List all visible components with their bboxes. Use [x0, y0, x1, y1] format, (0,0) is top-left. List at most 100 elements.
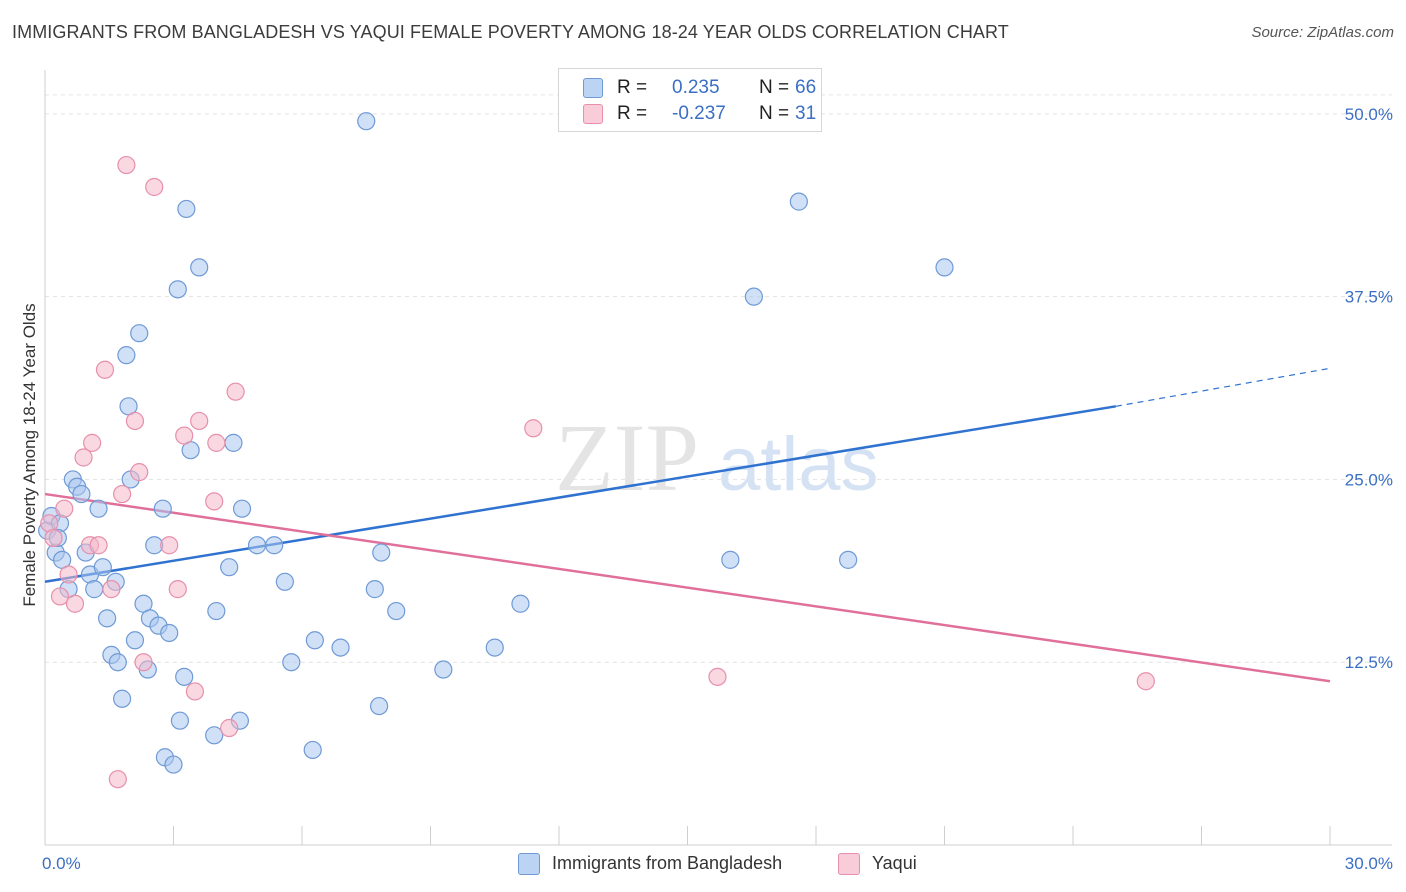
data-point [226, 382, 245, 401]
data-point [511, 594, 530, 613]
legend-label-yaqui: Yaqui [872, 853, 917, 873]
data-point [50, 587, 70, 606]
data-point [524, 419, 543, 438]
data-point [112, 689, 132, 708]
data-point [55, 499, 74, 518]
source-credit: Source: ZipAtlas.com [1251, 24, 1394, 41]
data-point [185, 682, 205, 701]
data-point [387, 601, 406, 621]
data-point [93, 558, 112, 577]
data-point [1136, 672, 1155, 691]
data-point [370, 696, 389, 716]
data-point [282, 653, 301, 672]
data-point [721, 550, 740, 569]
data-point [85, 580, 104, 599]
data-point [205, 492, 224, 511]
y-tick-label: 50.0% [1345, 105, 1393, 124]
data-point [789, 192, 808, 211]
data-point [130, 324, 149, 343]
data-point [305, 631, 324, 650]
data-point [108, 653, 127, 672]
trend-line [44, 405, 1117, 584]
r-label: R = [617, 103, 648, 124]
data-point [207, 433, 226, 452]
trend-lines [44, 367, 1331, 683]
n-value: 66 [795, 77, 817, 98]
axes [44, 70, 1392, 846]
data-point [190, 258, 209, 277]
data-point [168, 580, 187, 599]
data-point [708, 667, 727, 686]
legend-swatch-bangladesh [518, 853, 540, 875]
data-point [175, 426, 194, 445]
watermark-atlas: atlas [718, 422, 879, 507]
trend-line [44, 492, 1331, 683]
data-point [95, 360, 115, 379]
y-tick-label: 12.5% [1345, 653, 1393, 672]
data-point [89, 536, 108, 555]
legend-swatch-yaqui [583, 104, 603, 124]
y-tick-label: 37.5% [1345, 288, 1393, 307]
data-point [220, 558, 239, 577]
data-point [44, 528, 63, 548]
data-point [357, 112, 376, 131]
data-point [372, 543, 391, 562]
data-point [125, 631, 145, 650]
data-point [275, 572, 294, 591]
data-point [170, 711, 190, 730]
data-point [108, 770, 127, 789]
data-point [224, 433, 243, 452]
data-point [220, 718, 239, 738]
data-point [83, 433, 102, 452]
n-value: 31 [795, 103, 817, 124]
data-point [175, 667, 194, 686]
series-yaqui [40, 155, 1155, 789]
x-tick-label-max: 30.0% [1345, 854, 1393, 873]
data-point [112, 484, 132, 504]
r-value: -0.237 [672, 103, 726, 124]
data-point [74, 448, 93, 467]
data-point [98, 609, 117, 628]
data-point [935, 258, 954, 277]
data-point [331, 638, 350, 657]
data-point [839, 550, 858, 569]
data-point [125, 411, 145, 431]
data-point [65, 594, 85, 613]
data-point [153, 499, 172, 518]
data-point [744, 287, 763, 306]
data-point [134, 653, 153, 672]
data-point [89, 499, 108, 518]
legend-swatch-yaqui [838, 853, 860, 875]
data-point [303, 740, 322, 760]
chart-title: IMMIGRANTS FROM BANGLADESH VS YAQUI FEMA… [12, 22, 1009, 42]
data-point [434, 660, 453, 679]
data-point [190, 411, 209, 431]
data-point [232, 499, 252, 518]
r-value: 0.235 [672, 77, 720, 98]
data-point [247, 536, 267, 555]
n-label: N = [759, 103, 790, 124]
data-point [205, 726, 224, 745]
data-point [117, 346, 136, 365]
data-point [485, 638, 504, 657]
data-point [160, 536, 179, 555]
series-bangladesh [38, 112, 954, 774]
data-point [365, 580, 384, 599]
data-point [72, 484, 91, 504]
trend-line-extension [1115, 367, 1331, 407]
data-point [102, 580, 121, 599]
data-point [164, 755, 183, 774]
r-label: R = [617, 77, 648, 98]
n-label: N = [759, 77, 790, 98]
data-point [168, 280, 187, 299]
legend-swatch-bangladesh [583, 78, 603, 98]
tick-labels: 12.5% 25.0% 37.5% 50.0% 0.0% 30.0% [42, 105, 1393, 873]
stats-legend: R = 0.235 N = 66 R = -0.237 N = 31 [558, 68, 822, 132]
data-point [265, 536, 284, 555]
data-point [207, 601, 226, 621]
data-points [38, 112, 1155, 789]
y-tick-label: 25.0% [1345, 470, 1393, 489]
data-point [160, 623, 179, 643]
gridlines [45, 94, 1392, 663]
